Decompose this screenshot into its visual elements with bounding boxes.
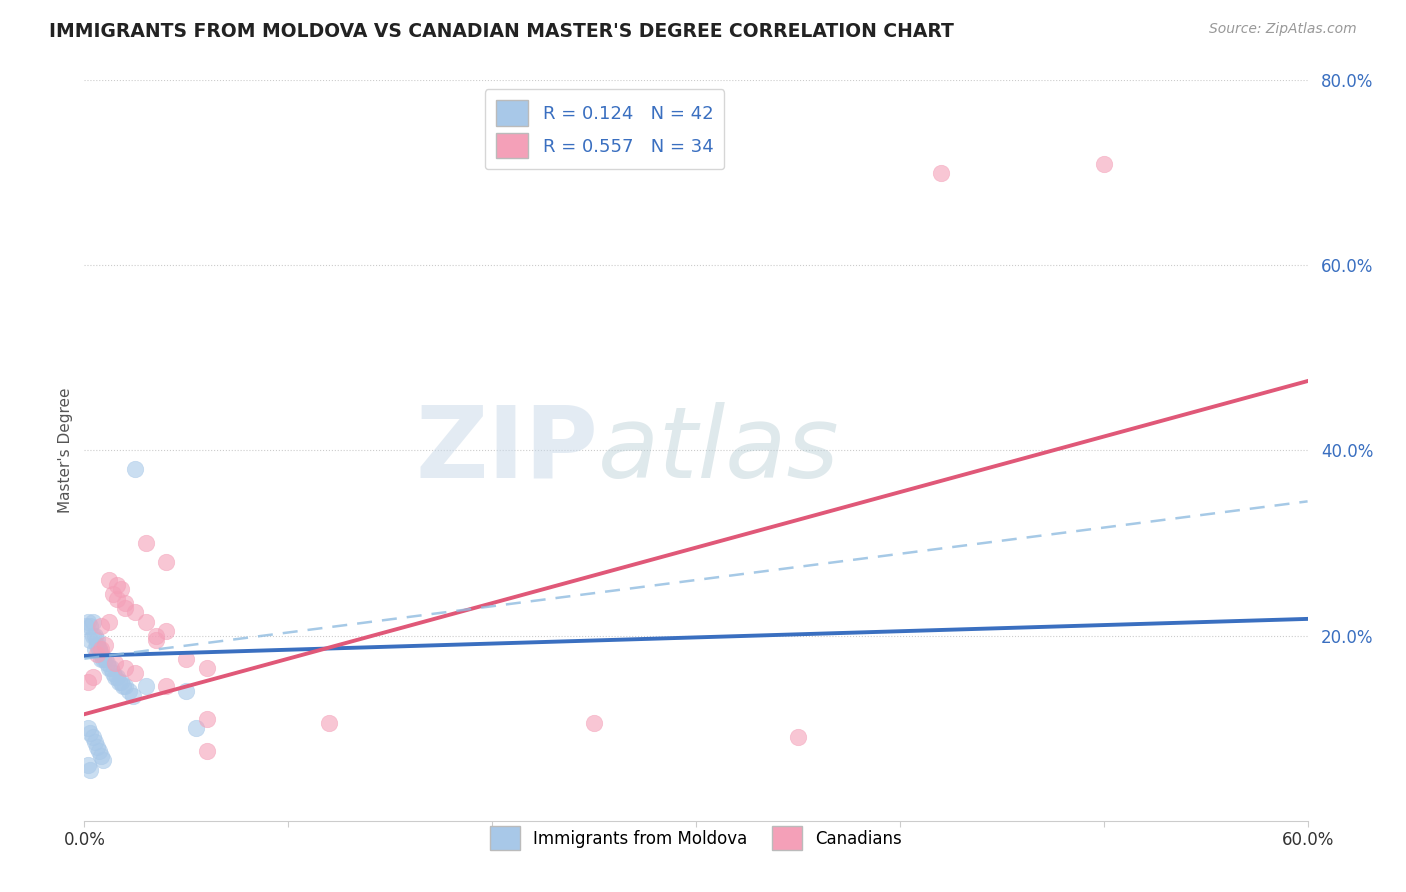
Point [1092,156,1115,170]
Point [97,661,120,675]
Point [83,735,105,749]
Point [155,554,177,569]
Point [90,651,112,665]
Point [77,615,100,629]
Point [145,628,167,642]
Point [114,600,136,615]
Point [83,628,105,642]
Point [82,628,104,642]
Text: IMMIGRANTS FROM MOLDOVA VS CANADIAN MASTER'S DEGREE CORRELATION CHART: IMMIGRANTS FROM MOLDOVA VS CANADIAN MAST… [49,22,955,41]
Point [135,680,157,694]
Point [82,670,104,684]
Point [124,462,146,476]
Point [77,721,100,735]
Point [75,619,97,633]
Point [82,615,104,629]
Point [79,633,101,648]
Point [110,674,132,689]
Point [318,716,340,731]
Point [186,721,208,735]
Point [114,661,136,675]
Point [87,642,110,657]
Point [155,680,177,694]
Text: ZIP: ZIP [415,402,598,499]
Point [787,731,810,745]
Point [114,680,136,694]
Point [87,642,110,657]
Point [82,731,104,745]
Point [195,744,218,758]
Point [101,587,124,601]
Point [90,619,112,633]
Point [86,739,108,754]
Point [135,536,157,550]
Point [100,661,122,675]
Point [124,606,146,620]
Point [135,615,157,629]
Point [96,657,118,671]
Point [90,647,112,661]
Point [124,665,146,680]
Point [87,744,110,758]
Y-axis label: Master's Degree: Master's Degree [58,388,73,513]
Point [79,725,101,739]
Point [91,651,114,665]
Point [104,657,127,671]
Point [174,651,197,665]
Point [86,633,108,648]
Point [93,651,115,665]
Point [90,642,112,657]
Point [97,573,120,587]
Point [110,582,132,597]
Point [101,665,124,680]
Point [929,166,952,180]
Point [83,642,105,657]
Point [91,754,114,768]
Point [77,758,100,772]
Point [79,619,101,633]
Point [77,674,100,689]
Text: atlas: atlas [598,402,839,499]
Point [195,661,218,675]
Point [122,689,145,703]
Point [105,577,128,591]
Text: Source: ZipAtlas.com: Source: ZipAtlas.com [1209,22,1357,37]
Point [105,591,128,606]
Point [93,638,115,652]
Point [97,615,120,629]
Point [105,670,128,684]
Point [118,684,141,698]
Point [79,763,101,777]
Point [108,674,131,689]
Point [114,596,136,610]
Point [90,748,112,763]
Point [583,716,606,731]
Point [86,638,108,652]
Point [86,647,108,661]
Point [145,633,167,648]
Point [195,712,218,726]
Point [112,680,135,694]
Legend: Immigrants from Moldova, Canadians: Immigrants from Moldova, Canadians [484,820,908,856]
Point [155,624,177,638]
Point [174,684,197,698]
Point [104,670,127,684]
